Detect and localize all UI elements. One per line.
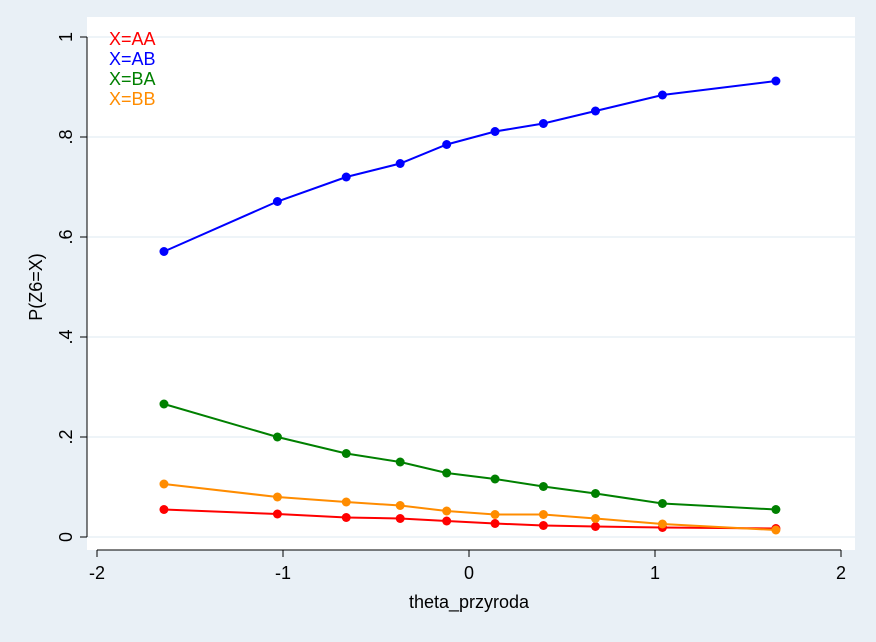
data-point [657,90,667,100]
x-tick-label: 0 [464,563,474,583]
data-point [590,514,600,523]
data-point [395,501,405,510]
legend: X=AAX=ABX=BAX=BB [109,29,156,109]
y-axis-label: P(Z6=X) [26,253,46,321]
series-x-bb [159,479,781,535]
data-point [590,106,600,116]
x-tick-label: -1 [275,563,291,583]
series-layer [159,76,781,535]
x-tick-label: 2 [836,563,846,583]
data-point [538,510,548,519]
series-line [163,508,776,530]
data-point [657,519,667,529]
data-point [538,482,548,491]
legend-entry: X=BB [109,89,156,109]
data-point [395,514,405,523]
data-point [442,468,452,478]
data-point [490,474,500,484]
data-point [442,506,452,516]
data-point [341,449,351,458]
data-point [590,522,600,531]
series-line [163,403,776,511]
x-axis-label: theta_przyroda [409,592,530,613]
data-point [590,489,600,498]
y-tick-label: .2 [56,429,76,444]
data-point [490,519,500,528]
data-point [395,457,405,467]
y-tick-label: 0 [56,532,76,542]
y-tick-label: 1 [56,32,76,42]
x-tick-label: 1 [650,563,660,583]
legend-entry: X=BA [109,69,156,89]
data-point [771,76,781,86]
y-tick-label: .4 [56,329,76,344]
x-tick-label: -2 [89,563,105,583]
data-point [490,510,500,519]
y-tick-label: .8 [56,129,76,144]
series-x-aa [159,505,781,533]
data-point [442,516,452,526]
data-point [490,127,500,136]
data-point [771,505,781,514]
data-point [272,432,282,442]
data-point [538,521,548,530]
legend-entry: X=AA [109,29,156,49]
data-point [341,513,351,522]
series-x-ba [159,399,781,514]
series-line [163,80,777,253]
data-point [272,509,282,519]
data-point [341,497,351,507]
data-point [159,399,169,409]
data-point [657,499,667,508]
legend-entry: X=AB [109,49,156,69]
data-point [538,119,548,128]
data-point [395,159,405,168]
y-axis-ticks: 0 .2 .4 .6 .8 1 [56,32,87,542]
data-point [272,492,282,502]
data-point [159,505,169,514]
y-tick-label: .6 [56,229,76,244]
data-point [159,247,169,256]
series-line [163,483,776,531]
data-point [341,172,351,182]
x-axis-ticks: -2 -1 0 1 2 [89,550,846,583]
data-point [442,140,452,149]
series-x-ab [159,76,781,256]
data-point [159,479,169,489]
data-point [272,197,282,206]
plot-area [87,17,855,550]
data-point [771,525,781,535]
